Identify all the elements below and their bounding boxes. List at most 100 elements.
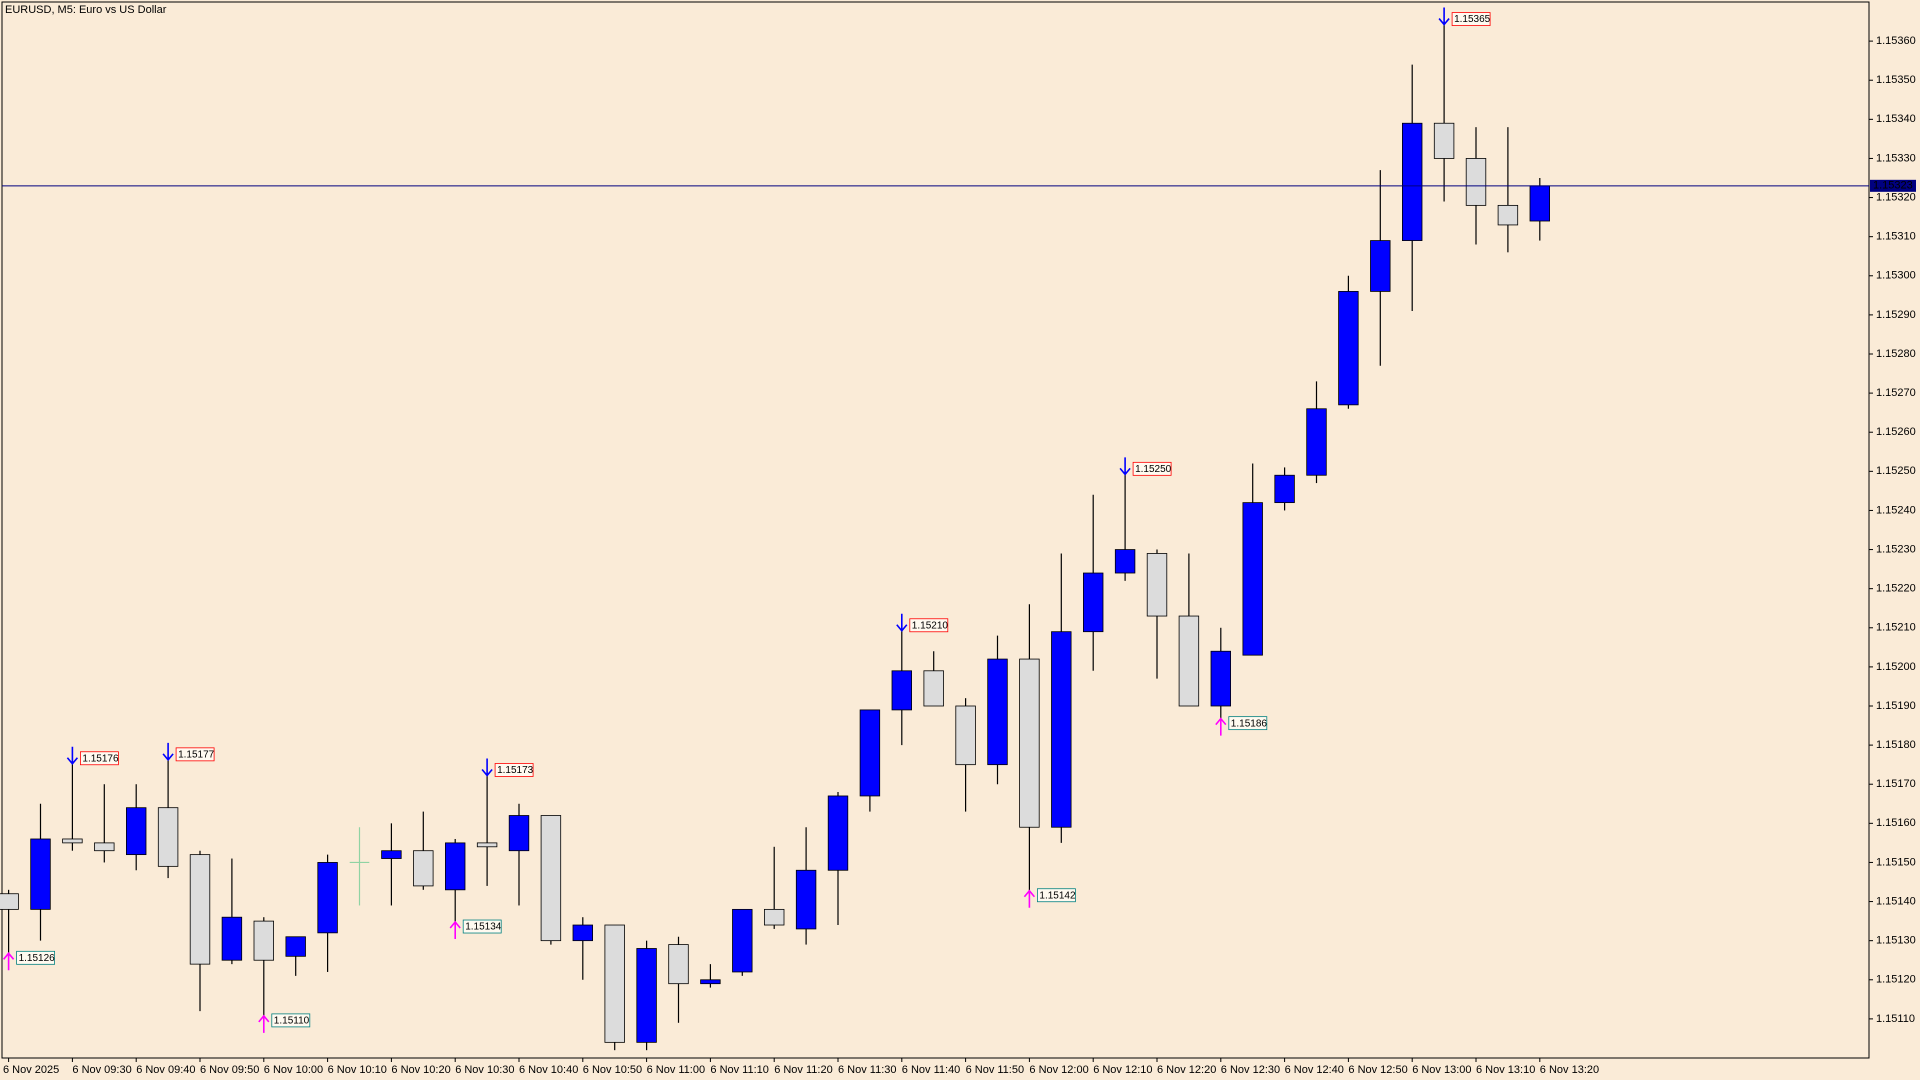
marker-label-box: [175, 747, 215, 762]
candle-body: [1210, 650, 1232, 707]
candle-body: [859, 709, 881, 797]
x-tick-label: 6 Nov 13:20: [1540, 1064, 1599, 1076]
candle-body: [444, 842, 466, 891]
marker-label-box: [1228, 716, 1268, 731]
marker-label: 1.15365: [1454, 14, 1491, 25]
bid-label-box: [1870, 179, 1916, 192]
x-tick-label: 6 Nov 11:40: [902, 1064, 961, 1076]
x-tick-label: 6 Nov 10:00: [264, 1064, 323, 1076]
x-tick-label: 6 Nov 09:40: [136, 1064, 195, 1076]
candle-body: [1114, 549, 1136, 574]
x-tick-label: 6 Nov 11:00: [647, 1064, 706, 1076]
marker-arrow: [481, 758, 493, 777]
y-tick-label: 1.15130: [1876, 935, 1916, 947]
x-tick-label: 6 Nov 13:00: [1412, 1064, 1471, 1076]
low-marker: 1.15126: [2, 950, 56, 971]
y-tick-label: 1.15280: [1876, 348, 1916, 360]
x-tick-label: 6 Nov 11:30: [838, 1064, 897, 1076]
y-tick-label: 1.15250: [1876, 465, 1916, 477]
y-tick-label: 1.15190: [1876, 700, 1916, 712]
candle-body: [0, 893, 19, 910]
y-tick-label: 1.15350: [1876, 74, 1916, 86]
marker-label-box: [462, 919, 502, 934]
marker-label-box: [80, 751, 119, 766]
y-tick-label: 1.15120: [1876, 974, 1916, 986]
x-tick-label: 6 Nov 13:10: [1476, 1064, 1535, 1076]
marker-label: 1.15126: [19, 953, 56, 964]
candle-body: [94, 842, 115, 852]
candle-body: [253, 920, 275, 961]
candle-body: [1433, 122, 1455, 159]
candle-body: [604, 924, 625, 1043]
y-tick-label: 1.15230: [1876, 543, 1916, 555]
candle-body: [1529, 185, 1551, 222]
chart-title: EURUSD, M5: Euro vs US Dollar: [5, 4, 167, 16]
high-marker: 1.15365: [1438, 7, 1491, 26]
marker-label: 1.15173: [497, 765, 534, 776]
marker-label-box: [494, 763, 534, 777]
x-tick-label: 6 Nov 10:50: [583, 1064, 642, 1076]
marker-label: 1.15250: [1135, 464, 1172, 475]
candle-body: [157, 807, 179, 867]
x-tick-label: 6 Nov 12:20: [1157, 1064, 1216, 1076]
candle-body: [285, 936, 306, 957]
y-tick-label: 1.15210: [1876, 622, 1916, 634]
x-tick-label: 6 Nov 10:40: [519, 1064, 578, 1076]
x-tick-label: 6 Nov 12:10: [1093, 1064, 1152, 1076]
candle-body: [1465, 158, 1487, 206]
candle-body: [987, 658, 1008, 766]
candle-body: [700, 979, 721, 985]
marker-label-box: [1132, 461, 1172, 476]
marker-arrow: [449, 920, 461, 940]
candle-body: [668, 944, 689, 985]
marker-label: 1.15110: [274, 1016, 310, 1027]
x-tick-label: 6 Nov 09:50: [200, 1064, 259, 1076]
candle-body: [476, 842, 498, 848]
marker-label-box: [1037, 888, 1076, 903]
candle-body: [1178, 615, 1200, 707]
candle-body: [732, 908, 753, 973]
high-marker: 1.15173: [481, 758, 534, 777]
candle-body: [540, 815, 562, 942]
y-tick-label: 1.15320: [1876, 191, 1916, 203]
marker-label-box: [16, 950, 56, 965]
marker-label: 1.15177: [178, 749, 215, 760]
candle-body: [508, 815, 530, 852]
y-tick-label: 1.15260: [1876, 426, 1916, 438]
low-marker: 1.15134: [449, 919, 502, 940]
candle-body: [189, 854, 211, 965]
y-tick-label: 1.15160: [1876, 817, 1916, 829]
y-tick-label: 1.15140: [1876, 895, 1916, 907]
candle-body: [1370, 240, 1391, 292]
y-tick-label: 1.15270: [1876, 387, 1916, 399]
y-tick-label: 1.15220: [1876, 583, 1916, 595]
high-marker: 1.15176: [66, 746, 119, 766]
candle-body: [30, 838, 51, 910]
y-tick-label: 1.15240: [1876, 504, 1916, 516]
candle-body: [413, 850, 434, 887]
y-tick-label: 1.15150: [1876, 856, 1916, 868]
x-tick-label: 6 Nov 10:10: [328, 1064, 387, 1076]
x-tick-label: 6 Nov 12:00: [1029, 1064, 1088, 1076]
marker-arrow: [2, 952, 15, 971]
plot-frame: [1, 1, 1870, 1059]
marker-label-box: [271, 1013, 311, 1028]
marker-label: 1.15176: [82, 753, 119, 764]
low-marker: 1.15142: [1023, 888, 1076, 908]
marker-arrow: [1438, 7, 1450, 26]
marker-label: 1.15210: [912, 620, 949, 631]
candle-body: [1242, 502, 1263, 656]
candle-body: [126, 807, 147, 856]
x-tick-label: 6 Nov 11:50: [966, 1064, 1025, 1076]
candle-body: [1146, 553, 1168, 617]
x-tick-label: 6 Nov 10:20: [391, 1064, 450, 1076]
candle-body: [1274, 474, 1295, 504]
candle-body: [955, 705, 976, 766]
marker-arrow: [1023, 889, 1036, 908]
high-marker: 1.15210: [896, 613, 949, 633]
y-tick-label: 1.15360: [1876, 35, 1916, 47]
candle-body: [1051, 631, 1072, 828]
candle-body: [923, 670, 944, 707]
